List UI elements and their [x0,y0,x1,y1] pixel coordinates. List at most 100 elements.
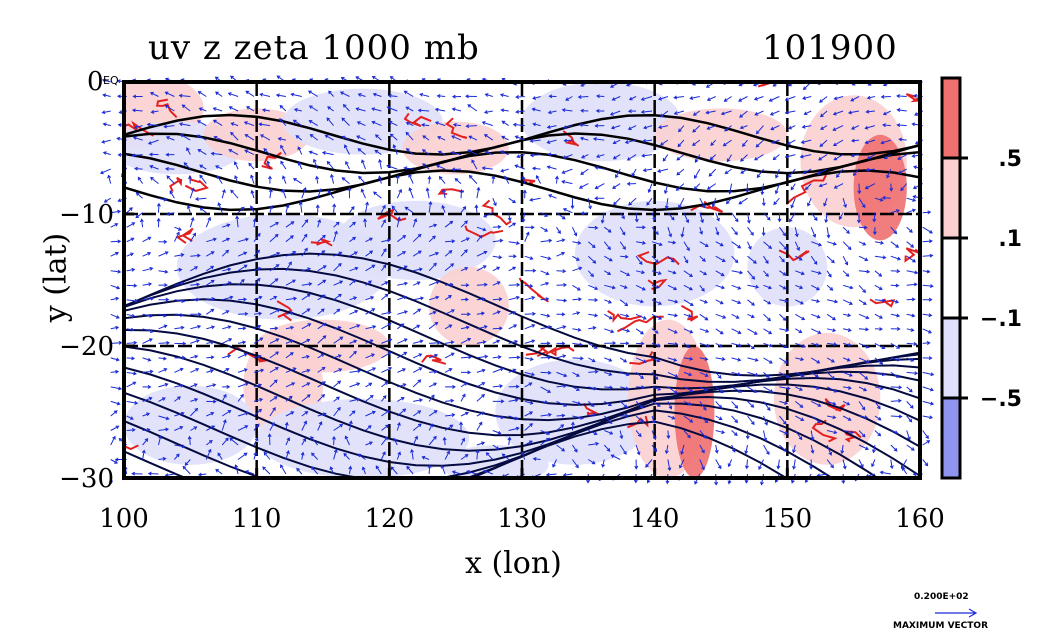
wind-vector-1358 [205,448,212,460]
wind-vector-402 [706,183,716,190]
wind-vector-1322 [460,437,465,446]
wind-vector-1145 [126,400,139,405]
wind-vector-599 [540,238,553,243]
wind-vector-990 [142,357,152,362]
wind-vector-850 [397,310,408,315]
wind-vector-1197 [126,415,134,420]
wind-vector-1312 [301,437,306,446]
wind-vector-240 [612,139,621,145]
wind-vector-1256 [237,425,249,431]
wind-vector-425 [250,189,255,199]
wind-vector-1067 [540,370,552,375]
wind-vector-181 [501,120,509,127]
wind-vector-295 [662,154,669,162]
wind-vector-623 [922,239,933,244]
wind-vector-930 [842,328,852,332]
wind-vector-832 [110,313,120,319]
wind-vector-1220 [492,415,505,420]
wind-vector-1187 [794,401,804,408]
wind-vector-1271 [476,421,483,431]
wind-vector-662 [715,255,726,262]
wind-vector-1226 [588,412,597,417]
wind-vector-347 [657,168,669,173]
wind-vector-1281 [635,430,642,438]
wind-vector-437 [441,188,446,199]
wind-vector-378 [330,173,335,184]
wind-vector-1200 [174,411,185,417]
wind-vector-888 [174,325,185,330]
wind-vector-755 [540,281,550,286]
wind-vector-804 [492,297,503,302]
wind-vector-869 [699,313,709,321]
wind-vector-873 [763,313,772,322]
wind-vector-1251 [158,427,170,432]
wind-vector-1370 [396,451,402,460]
wind-vector-1211 [349,410,356,417]
wind-vector-919 [667,328,678,334]
wind-vector-927 [795,328,803,333]
wind-vector-93 [753,96,764,101]
wind-vector-1411 [215,469,223,475]
wind-vector-383 [408,173,414,184]
wind-vector-380 [358,175,366,184]
wind-vector-1132 [747,386,758,393]
wind-vector-1186 [779,400,789,405]
wind-vector-1021 [635,357,647,364]
wind-vector-1000 [301,354,310,359]
wind-vector-834 [142,313,153,318]
wind-vector-872 [747,313,755,319]
wind-vector-92 [738,96,748,102]
wind-vector-1158 [333,396,340,402]
wind-vector-288 [547,152,557,157]
wind-vector-1161 [381,395,387,402]
wind-vector-1179 [667,401,673,410]
wind-vector-1334 [651,444,658,453]
wind-vector-1130 [715,386,724,394]
wind-vector-100 [866,95,876,100]
wind-vector-813 [635,299,644,304]
wind-vector-253 [819,139,828,148]
wind-vector-711 [667,270,677,275]
vorticity-contour-8 [785,174,827,206]
y-axis-ticks: 0 EQ −10 −20 −30 [59,67,134,494]
wind-vector-1155 [285,395,293,402]
wind-vector-404 [745,183,750,194]
wind-vector-146 [769,110,780,116]
wind-vector-1030 [779,357,789,364]
wind-vector-271 [280,144,287,155]
wind-vector-179 [465,124,477,129]
wind-vector-310 [897,154,907,160]
wind-vector-156 [102,122,111,127]
wind-vector-558 [715,227,720,236]
wind-vector-1032 [810,357,821,364]
wind-vector-534 [333,221,340,228]
wind-vector-502 [651,212,656,221]
wind-vector-969 [636,341,645,346]
wind-vector-423 [221,188,226,199]
chart-title-left: uv z zeta 1000 mb [148,28,480,68]
wind-vector-1329 [571,444,578,453]
wind-vector-1394 [776,459,781,470]
wind-vector-1401 [889,459,894,470]
wind-vector-582 [269,233,279,243]
chart-title-right: 101900 [762,28,898,68]
wind-vector-925 [763,328,773,335]
wind-vector-416 [103,197,111,203]
wind-vector-149 [819,110,828,118]
wind-vector-1111 [412,379,422,388]
wind-vector-1098 [206,383,217,388]
wind-vector-1395 [792,459,796,470]
wind-vector-1230 [651,415,656,424]
vorticity-contour-6 [175,227,194,244]
wind-vector-1049 [253,368,265,373]
vorticity-contour-13 [647,278,668,290]
wind-vector-1175 [604,400,612,406]
wind-vector-538 [396,216,401,228]
wind-vector-1241 [827,415,837,420]
colorbar: .5 .1 −.1 −.5 [940,76,1022,480]
wind-vector-918 [651,328,659,334]
wind-vector-894 [269,326,279,331]
wind-vector-569 [890,226,898,235]
wind-vector-114 [261,108,270,113]
wind-vector-1056 [365,367,377,373]
